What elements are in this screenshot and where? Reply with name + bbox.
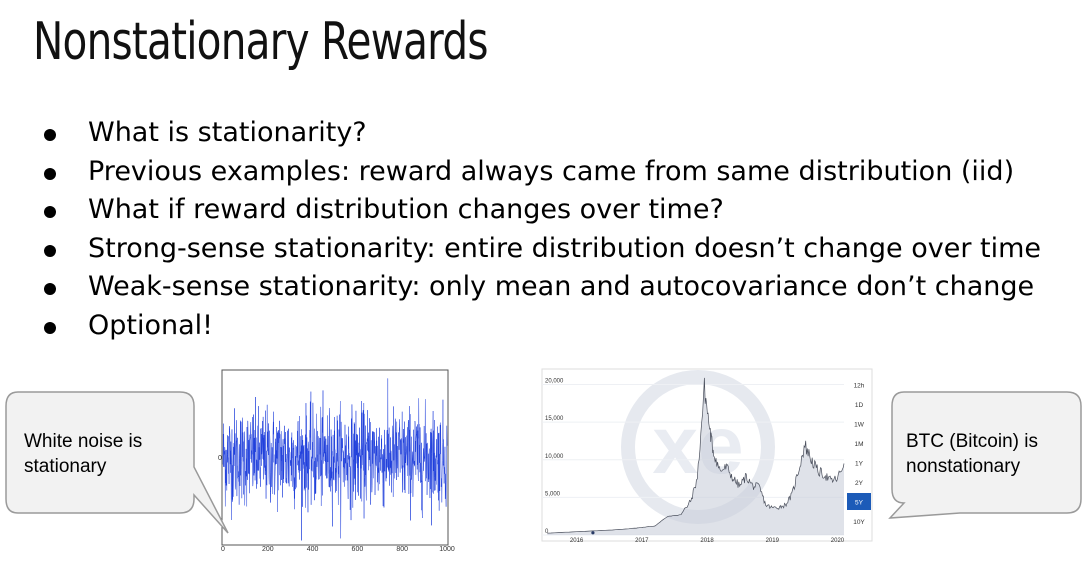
range-button-label: 5Y — [855, 500, 864, 507]
x-tick-label: 2017 — [635, 538, 649, 544]
x-tick-label: 2018 — [700, 538, 714, 544]
btc-area-fill — [547, 377, 844, 535]
bullet-dot-icon — [44, 129, 56, 141]
bullet-item: Weak-sense stationarity: only mean and a… — [42, 268, 1041, 307]
x-tick-label: 800 — [396, 546, 408, 553]
range-button-1w — [847, 415, 871, 432]
callout-line: stationary — [24, 456, 107, 477]
x-tick-labels: 2016 2017 2018 2019 2020 — [570, 538, 845, 544]
y-tick-label: 10,000 — [545, 454, 564, 460]
white-noise-plot: 0 200 400 600 800 1000 0 — [215, 367, 455, 557]
x-tick-label: 2020 — [831, 538, 845, 544]
callout-bubble — [888, 391, 1082, 519]
callout-line: BTC (Bitcoin) is — [906, 431, 1038, 452]
range-button-label: 1W — [854, 422, 865, 429]
bullet-dot-icon — [44, 167, 56, 180]
callout-line: White noise is — [24, 431, 143, 452]
bullet-item: Previous examples: reward always came fr… — [42, 153, 1041, 192]
range-button-label: 1M — [854, 441, 863, 448]
range-button-1m — [847, 434, 871, 452]
y-tick-label: 0 — [545, 529, 549, 535]
range-button-label: 2Y — [855, 480, 864, 487]
range-button-12h — [847, 376, 871, 393]
x-tick-label: 1000 — [439, 546, 455, 553]
bullet-text: Strong-sense stationarity: entire distri… — [88, 232, 1042, 264]
bullet-item: Optional! — [42, 307, 1041, 346]
range-button-2y — [847, 473, 871, 491]
bullet-item: What is stationarity? — [42, 114, 1041, 153]
bullet-list: What is stationarity? Previous examples:… — [42, 114, 1041, 346]
noise-series — [222, 378, 448, 541]
callout-line: nonstationary — [906, 456, 1021, 477]
bullet-text: Previous examples: reward always came fr… — [88, 155, 1015, 187]
bullet-dot-icon — [44, 283, 56, 296]
callout-right-text: BTC (Bitcoin) is nonstationary — [906, 429, 1038, 479]
range-button-10y — [847, 512, 871, 530]
range-button-label: 1D — [855, 402, 864, 409]
x-tick-labels: 0 200 400 600 800 1000 — [221, 546, 455, 553]
x-tick-label: 2019 — [766, 538, 780, 544]
bullet-text: What if reward distribution changes over… — [88, 194, 724, 226]
btc-series — [547, 377, 845, 535]
x-tick-label: 2016 — [570, 538, 584, 544]
x-tick-label: 400 — [307, 546, 319, 553]
x-tick-label: 200 — [262, 546, 274, 553]
slide-title: Nonstationary Rewards — [33, 12, 488, 72]
y-tick-label: 0 — [218, 455, 222, 462]
bullet-item: What if reward distribution changes over… — [42, 191, 1041, 230]
bullet-dot-icon — [44, 244, 56, 257]
range-button-1d — [847, 395, 871, 413]
callout-left — [5, 391, 229, 534]
btc-chart: xe 0 5,000 10,000 15,000 20,000 2016 2017 2018… — [538, 367, 876, 557]
range-button-5y — [847, 493, 871, 510]
y-tick-label: 5,000 — [545, 491, 561, 497]
noise-line — [222, 378, 448, 541]
y-tick-label: 15,000 — [545, 416, 564, 422]
range-button-label: 1Y — [855, 461, 864, 468]
bullet-text: Weak-sense stationarity: only mean and a… — [88, 271, 1035, 303]
callout-right — [888, 391, 1082, 519]
btc-line — [547, 377, 845, 534]
bullet-dot-icon — [44, 206, 56, 219]
callout-left-text: White noise is stationary — [24, 429, 142, 479]
btc-marker — [591, 531, 595, 535]
x-tick-label: 0 — [221, 546, 225, 553]
y-tick-labels: 0 5,000 10,000 15,000 20,000 — [545, 379, 564, 535]
bullet-item: Strong-sense stationarity: entire distri… — [42, 230, 1041, 269]
range-buttons: 12h 1D 1W 1M 1Y 2Y 5Y 10Y — [847, 376, 871, 530]
range-button-1y — [847, 454, 871, 471]
range-button-label: 12h — [854, 383, 865, 390]
bullet-dot-icon — [44, 321, 56, 334]
y-tick-label: 20,000 — [545, 379, 564, 385]
bullet-text: Optional! — [88, 309, 213, 341]
callout-bubble — [5, 391, 229, 534]
x-tick-label: 600 — [352, 546, 364, 553]
range-button-label: 10Y — [853, 519, 865, 526]
bullet-text: What is stationarity? — [88, 117, 367, 148]
white-noise-svg: 0 200 400 600 800 1000 0 — [218, 369, 455, 553]
